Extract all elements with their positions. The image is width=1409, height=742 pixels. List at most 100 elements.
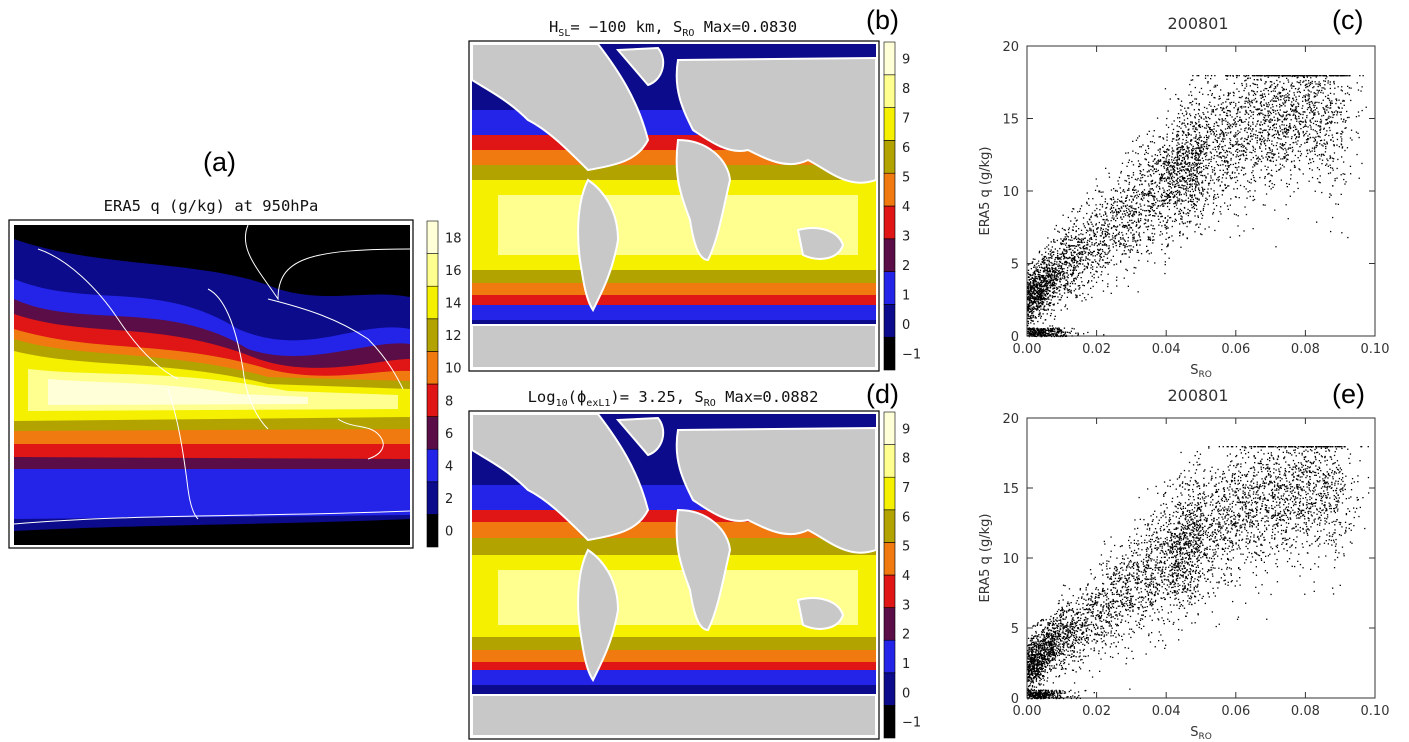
colorbar-a-swatch	[426, 481, 439, 515]
scatter-c-point	[1161, 243, 1163, 245]
colorbar-d-swatch	[883, 444, 896, 478]
scatter-c-point	[1092, 229, 1094, 231]
scatter-c-point	[1258, 131, 1260, 133]
scatter-c-point	[1212, 131, 1215, 133]
scatter-c-point	[1166, 232, 1168, 234]
scatter-c-point	[1047, 282, 1049, 285]
scatter-c-point	[1236, 179, 1239, 182]
scatter-c-point	[1148, 211, 1151, 213]
scatter-c-point	[1293, 94, 1296, 96]
scatter-c-point	[1040, 291, 1043, 293]
scatter-c-point	[1032, 283, 1035, 285]
scatter-c-point	[1210, 75, 1213, 77]
scatter-c-point	[1187, 107, 1190, 109]
scatter-c-point	[1034, 293, 1036, 296]
scatter-c-point	[1339, 111, 1341, 113]
scatter-c-point	[1344, 149, 1346, 152]
scatter-c-point	[1169, 180, 1171, 183]
scatter-c-point	[1048, 330, 1050, 332]
scatter-c-point	[1166, 148, 1169, 150]
scatter-c-point	[1186, 136, 1188, 138]
scatter-c-point	[1191, 164, 1193, 166]
scatter-c-point	[1100, 227, 1102, 229]
scatter-c-point	[1254, 134, 1257, 136]
scatter-c-point	[1260, 109, 1262, 112]
scatter-c-point	[1040, 336, 1042, 338]
scatter-c-point	[1329, 104, 1332, 106]
scatter-c-point	[1151, 209, 1154, 211]
scatter-c-point	[1052, 327, 1054, 329]
scatter-c-point	[1168, 170, 1170, 172]
scatter-c-point	[1047, 293, 1049, 295]
scatter-c-point	[1198, 146, 1200, 148]
scatter-c-point	[1260, 121, 1262, 123]
scatter-c-point	[1261, 93, 1264, 95]
scatter-c-point	[1139, 226, 1141, 229]
scatter-c-point	[1167, 169, 1169, 171]
scatter-c-point	[1295, 116, 1297, 118]
scatter-c-point	[1080, 253, 1082, 255]
scatter-c-point	[1269, 149, 1271, 151]
scatter-c-point	[1088, 249, 1091, 251]
scatter-c-point	[1293, 166, 1296, 168]
scatter-c-point	[1045, 285, 1047, 287]
scatter-c-point	[1152, 195, 1154, 197]
scatter-c-point	[1110, 211, 1112, 214]
scatter-c-point	[1107, 285, 1109, 288]
scatter-c-point	[1039, 298, 1042, 300]
scatter-c-point	[1178, 143, 1180, 145]
scatter-c-point	[1207, 147, 1209, 149]
scatter-c-point	[1149, 239, 1152, 241]
scatter-c-point	[1042, 296, 1045, 299]
scatter-c-point	[1048, 264, 1050, 266]
scatter-c-point	[1265, 120, 1267, 122]
scatter-c-point	[1170, 216, 1172, 219]
scatter-c-point	[1330, 102, 1332, 104]
scatter-c-point	[1328, 97, 1330, 100]
scatter-c-point	[1115, 279, 1118, 281]
scatter-c-point	[1160, 176, 1162, 178]
scatter-c-point	[1287, 131, 1289, 133]
scatter-c-point	[1049, 271, 1052, 273]
scatter-c-point	[1123, 250, 1125, 252]
scatter-c-point	[1099, 248, 1102, 250]
scatter-c-point	[1096, 228, 1098, 230]
scatter-c-point	[1037, 306, 1039, 308]
scatter-c-point	[1079, 287, 1081, 289]
scatter-c-point	[1196, 152, 1198, 154]
scatter-c-point	[1051, 266, 1053, 269]
scatter-c-point	[1182, 234, 1184, 236]
scatter-c-point	[1233, 124, 1235, 126]
scatter-c-point	[1094, 233, 1097, 236]
scatter-c-point	[1326, 123, 1328, 125]
scatter-c-point	[1156, 184, 1158, 186]
scatter-c-point	[1310, 81, 1312, 84]
scatter-c-point	[1269, 100, 1272, 102]
scatter-c-point	[1104, 221, 1106, 223]
scatter-c-point	[1059, 261, 1062, 263]
scatter-c-point	[1251, 111, 1253, 113]
scatter-c-point	[1193, 109, 1195, 111]
scatter-c-point	[1198, 142, 1200, 145]
scatter-c-point	[1152, 242, 1154, 244]
scatter-c-point	[1340, 75, 1343, 77]
scatter-c-point	[1136, 249, 1139, 251]
scatter-c-point	[1207, 111, 1209, 113]
scatter-c-point	[1196, 176, 1198, 178]
scatter-c-point	[1259, 102, 1262, 105]
scatter-c-point	[1238, 150, 1241, 152]
scatter-c-point	[1177, 152, 1179, 155]
scatter-c-point	[1247, 180, 1249, 182]
scatter-c-point	[1216, 140, 1218, 142]
scatter-c-point	[1207, 94, 1209, 96]
scatter-c-point	[1207, 81, 1209, 83]
scatter-c-point	[1077, 285, 1079, 287]
scatter-c-point	[1059, 274, 1061, 277]
scatter-c-point	[1051, 335, 1053, 338]
scatter-c-point	[1030, 268, 1032, 270]
scatter-c-point	[1033, 284, 1036, 287]
scatter-c-point	[1068, 248, 1070, 251]
scatter-c-point	[1028, 334, 1030, 336]
scatter-c-point	[1276, 79, 1278, 82]
scatter-c-point	[1206, 130, 1209, 132]
